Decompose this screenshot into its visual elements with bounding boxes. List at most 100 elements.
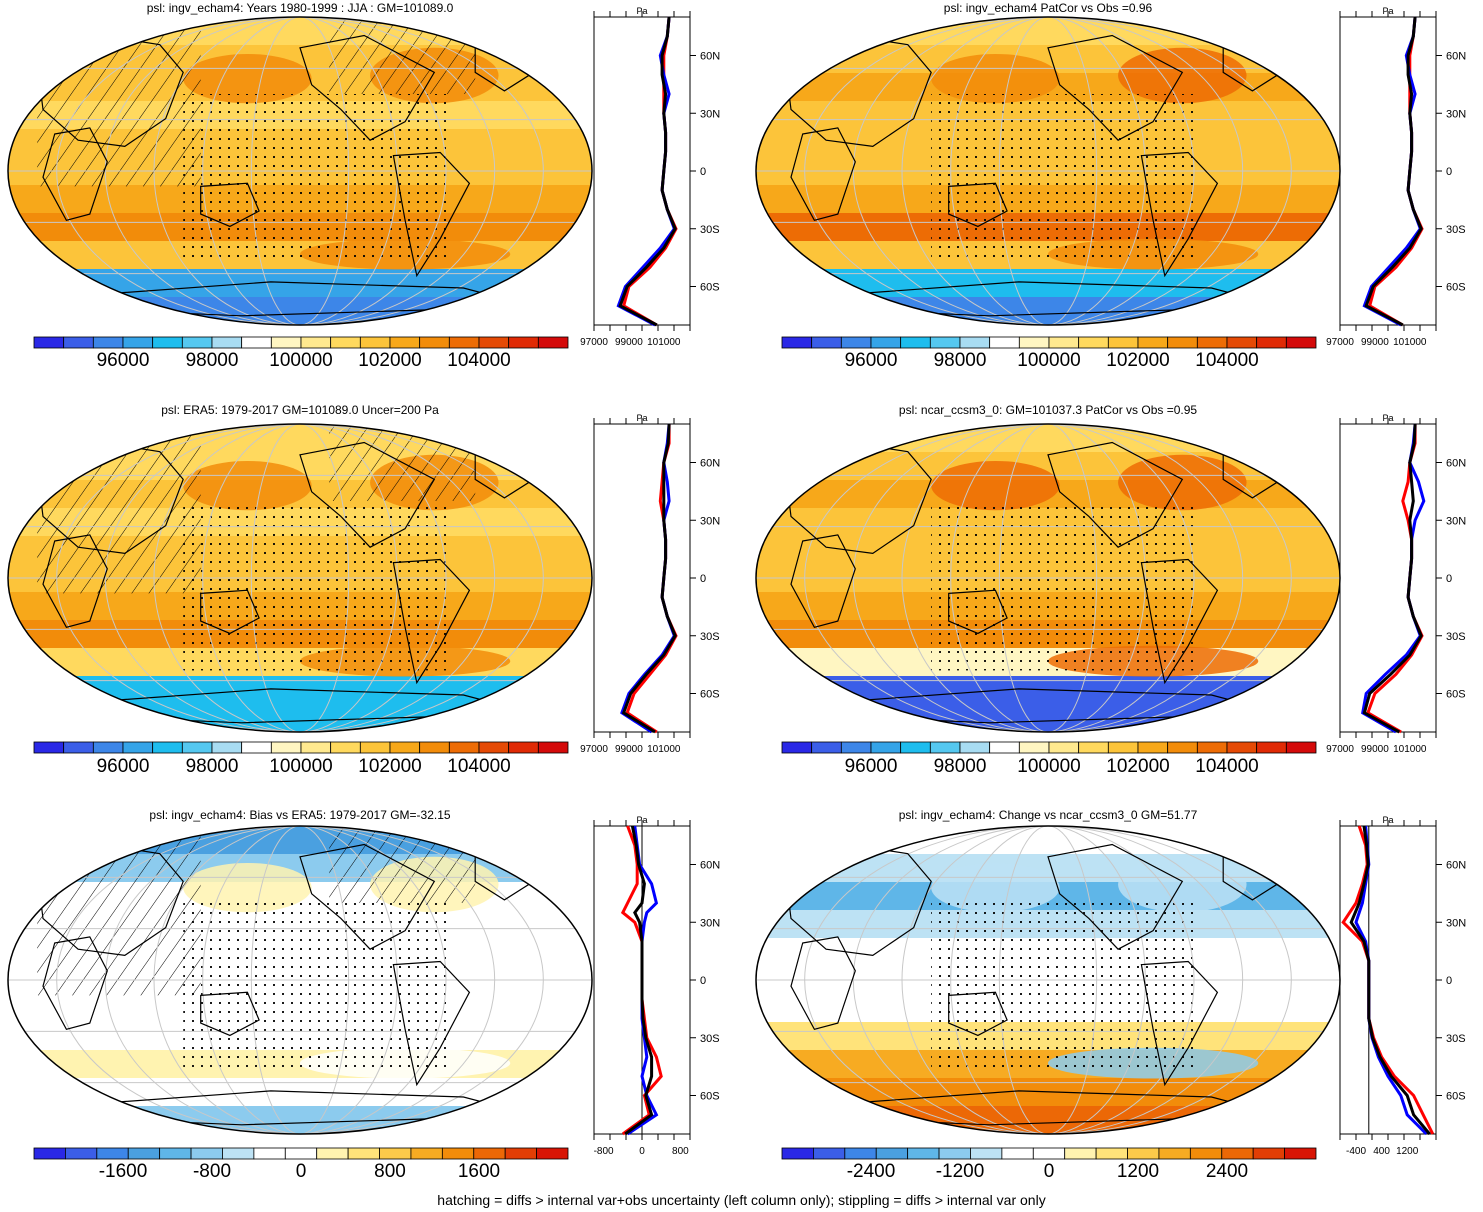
graticule-meridian [950, 17, 1146, 325]
coastline [1140, 151, 1219, 278]
zonal-lat-label: 60S [700, 1091, 720, 1103]
graticule-meridian [104, 424, 496, 732]
map-field [8, 17, 592, 325]
zonal-series-mean [624, 825, 654, 1136]
zonal-frame [1339, 423, 1437, 733]
colorbar-swatch [1285, 336, 1317, 349]
coastline [200, 589, 260, 635]
colorbar-swatch [330, 336, 361, 349]
zonal-lat-label: 30S [700, 224, 720, 236]
zonal-series-model [1362, 16, 1422, 327]
coastline [1047, 843, 1184, 950]
colorbar-label: 96000 [845, 756, 898, 777]
graticule-meridian [901, 424, 1195, 732]
graticule-meridian [804, 17, 1292, 325]
coastline [948, 991, 1008, 1037]
colorbar-swatch [970, 1147, 1003, 1160]
colorbar-swatch [1048, 741, 1080, 754]
coastline [1140, 558, 1219, 685]
zonal-xtick-label: 101000 [1393, 337, 1427, 348]
coastline [299, 843, 436, 950]
graticule-meridian [250, 826, 350, 1134]
zonal-xtick-label: -800 [594, 1146, 614, 1157]
colorbar-label: 1600 [458, 1161, 500, 1182]
colorbar-swatch [959, 336, 991, 349]
colorbar-label: 100000 [1017, 756, 1080, 777]
colorbar-swatch [122, 336, 154, 349]
colorbar-swatch [781, 1147, 814, 1160]
field-anomaly [183, 460, 312, 511]
colorbar-swatch [330, 741, 361, 754]
colorbar-swatch [870, 336, 902, 349]
map-title: psl: ERA5: 1979-2017 GM=101089.0 Uncer=2… [161, 403, 439, 417]
zonal-lat-label: 30N [700, 917, 720, 929]
colorbar-label: -2400 [847, 1161, 896, 1182]
graticule-meridian [998, 826, 1098, 1134]
colorbar-swatch [1048, 336, 1080, 349]
map-border [7, 423, 593, 733]
map-title: psl: ncar_ccsm3_0: GM=101037.3 PatCor vs… [899, 403, 1197, 417]
zonal-lat-label: 0 [1446, 573, 1452, 585]
colorbar-swatch [929, 741, 961, 754]
hatching [37, 424, 201, 594]
graticule-meridian [250, 424, 350, 732]
colorbar-swatch [316, 1147, 349, 1160]
colorbar-label: 96000 [97, 756, 150, 777]
colorbar-label: 800 [374, 1161, 406, 1182]
zonal-series-mean [1362, 423, 1423, 734]
colorbar-swatch [1284, 1147, 1317, 1160]
coastline [200, 991, 260, 1037]
map-title: psl: ingv_echam4: Years 1980-1999 : JJA … [147, 1, 454, 15]
panel-p1: psl: ingv_echam4: Years 1980-1999 : JJA … [7, 1, 720, 371]
zonal-xtick-label: 800 [672, 1146, 689, 1157]
colorbar-swatch [1137, 336, 1169, 349]
zonal-series-model [1361, 423, 1426, 734]
colorbar-swatch [537, 336, 569, 349]
zonal-lat-label: 30N [1446, 917, 1466, 929]
zonal-series-mean [621, 423, 677, 734]
hatching [37, 17, 201, 187]
hatching [37, 826, 201, 996]
colorbar-swatch [379, 1147, 412, 1160]
colorbar: -1600 -800 0 800 1600 [33, 1147, 569, 1182]
zonal-lat-label: 60S [1446, 1091, 1466, 1103]
colorbar-swatch [1167, 741, 1198, 754]
colorbar-swatch [989, 336, 1020, 349]
colorbar-swatch [211, 336, 243, 349]
map-field [756, 826, 1340, 1134]
colorbar-label: 0 [1044, 1161, 1055, 1182]
colorbar-swatch [92, 741, 124, 754]
colorbar-swatch [122, 741, 154, 754]
colorbar-swatch [938, 1147, 971, 1160]
colorbar-label: 1200 [1117, 1161, 1159, 1182]
colorbar-swatch [536, 1147, 569, 1160]
colorbar-swatch [300, 336, 332, 349]
colorbar-swatch [1256, 741, 1287, 754]
zonal-frame [1339, 16, 1437, 326]
colorbar-swatch [1221, 1147, 1254, 1160]
colorbar-swatch [347, 1147, 380, 1160]
graticule-meridian [852, 826, 1244, 1134]
colorbar-swatch [359, 741, 391, 754]
colorbar-label: 104000 [1195, 350, 1258, 371]
colorbar-swatch [63, 336, 94, 349]
colorbar-swatch [1095, 1147, 1128, 1160]
colorbar-swatch [1252, 1147, 1285, 1160]
colorbar-label: 100000 [1017, 350, 1080, 371]
colorbar-label: 100000 [269, 756, 332, 777]
zonal-lat-label: 0 [1446, 975, 1452, 987]
zonal-series-obs [1341, 825, 1435, 1135]
graticule-meridian [153, 17, 447, 325]
colorbar-label: 102000 [1106, 756, 1169, 777]
colorbar-swatch [1107, 741, 1139, 754]
colorbar-swatch [152, 336, 183, 349]
colorbar-swatch [152, 741, 183, 754]
colorbar-swatch [33, 336, 65, 349]
zonal-lat-label: 60S [1446, 282, 1466, 294]
panel-p3: psl: ERA5: 1979-2017 GM=101089.0 Uncer=2… [7, 403, 720, 777]
coastline [790, 127, 856, 222]
zonal-lat-label: 60N [1446, 860, 1466, 872]
